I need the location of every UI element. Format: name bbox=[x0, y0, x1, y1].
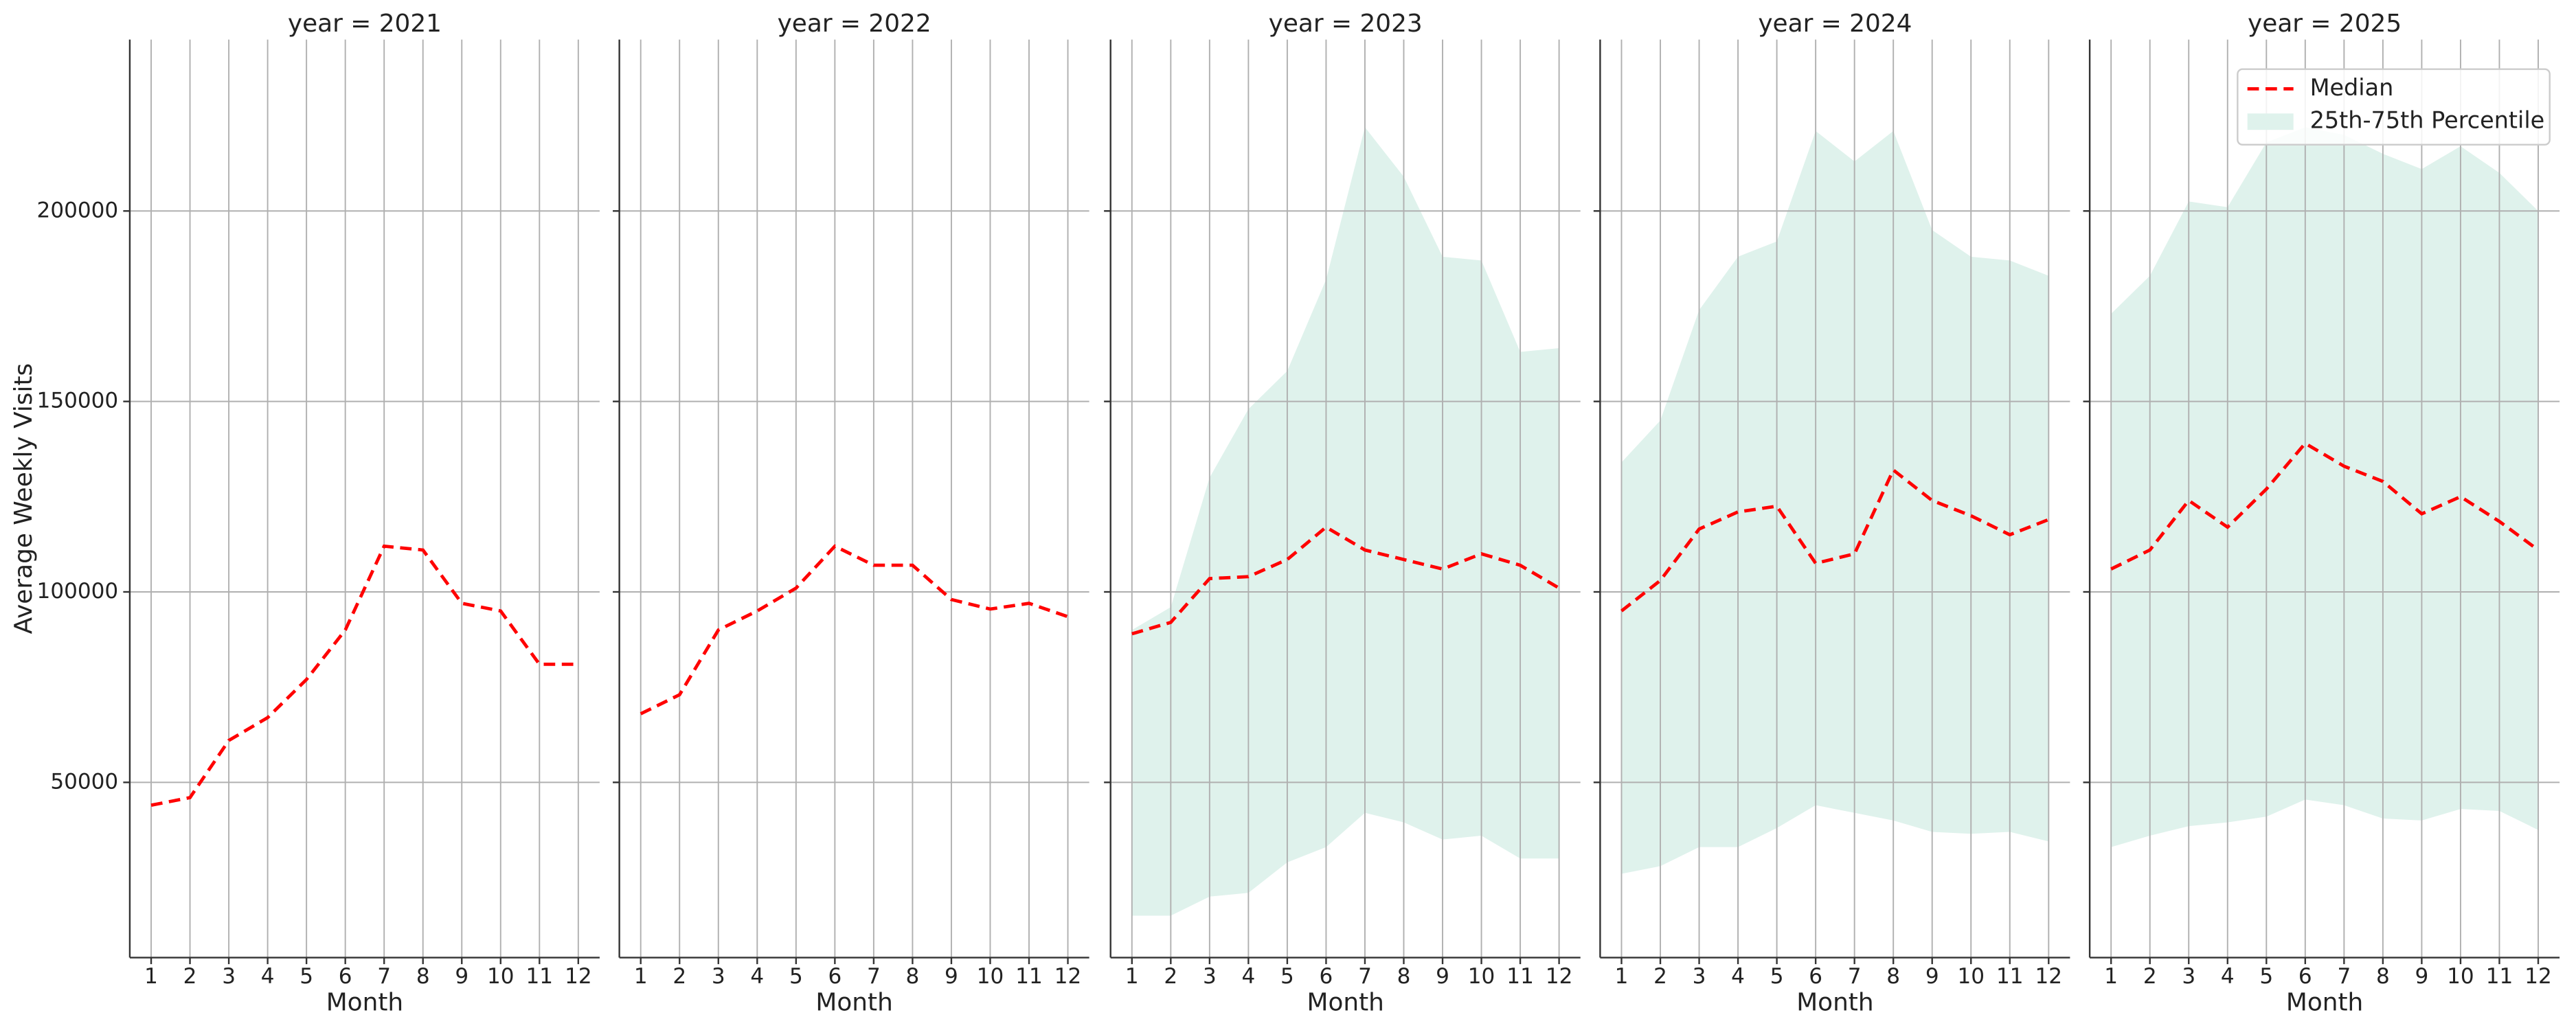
x-tick-label: 10 bbox=[977, 964, 1004, 989]
x-tick-label: 1 bbox=[2104, 964, 2118, 989]
x-tick-label: 10 bbox=[2447, 964, 2474, 989]
y-tick-label: 100000 bbox=[37, 579, 119, 604]
x-tick-label: 10 bbox=[1957, 964, 1985, 989]
legend-box bbox=[2237, 68, 2551, 146]
x-tick-label: 3 bbox=[222, 964, 236, 989]
panel-title: year = 2023 bbox=[1269, 10, 1423, 38]
y-tick-label: 200000 bbox=[37, 198, 119, 222]
x-tick-label: 5 bbox=[300, 964, 313, 989]
x-tick-label: 9 bbox=[2415, 964, 2429, 989]
panel-title: year = 2021 bbox=[288, 10, 442, 38]
x-tick-label: 12 bbox=[565, 964, 592, 989]
x-tick-label: 3 bbox=[712, 964, 725, 989]
x-tick-label: 1 bbox=[634, 964, 648, 989]
x-tick-label: 1 bbox=[1615, 964, 1629, 989]
x-tick-label: 6 bbox=[1320, 964, 1333, 989]
panel-title: year = 2025 bbox=[2248, 10, 2402, 38]
legend-label: Median bbox=[2310, 74, 2394, 101]
x-tick-label: 3 bbox=[1203, 964, 1217, 989]
x-tick-label: 2 bbox=[2143, 964, 2157, 989]
x-tick-label: 7 bbox=[1848, 964, 1862, 989]
x-tick-label: 2 bbox=[1164, 964, 1177, 989]
percentile-band bbox=[2111, 127, 2538, 847]
median-line bbox=[150, 544, 578, 807]
x-tick-label: 8 bbox=[906, 964, 920, 989]
x-axis-label: Month bbox=[1307, 988, 1384, 1016]
x-tick-label: 8 bbox=[2376, 964, 2390, 989]
legend-label: 25th-75th Percentile bbox=[2310, 107, 2545, 134]
x-axis-label: Month bbox=[2286, 988, 2363, 1016]
x-tick-label: 6 bbox=[339, 964, 352, 989]
x-tick-label: 9 bbox=[1925, 964, 1939, 989]
x-tick-label: 4 bbox=[1731, 964, 1745, 989]
x-tick-label: 2 bbox=[183, 964, 197, 989]
percentile-band bbox=[1621, 130, 2049, 874]
x-tick-label: 12 bbox=[2524, 964, 2552, 989]
x-tick-label: 1 bbox=[144, 964, 158, 989]
x-tick-label: 12 bbox=[1054, 964, 1082, 989]
x-tick-label: 5 bbox=[1280, 964, 1294, 989]
x-tick-label: 10 bbox=[487, 964, 515, 989]
x-tick-label: 11 bbox=[526, 964, 554, 989]
x-tick-label: 7 bbox=[2337, 964, 2351, 989]
x-tick-label: 7 bbox=[867, 964, 881, 989]
x-tick-label: 3 bbox=[1693, 964, 1706, 989]
x-tick-label: 7 bbox=[377, 964, 391, 989]
y-tick-label: 50000 bbox=[50, 769, 118, 794]
x-tick-label: 5 bbox=[2259, 964, 2273, 989]
x-tick-label: 5 bbox=[789, 964, 803, 989]
x-tick-label: 11 bbox=[1996, 964, 2024, 989]
x-tick-label: 2 bbox=[673, 964, 686, 989]
x-tick-label: 9 bbox=[945, 964, 958, 989]
percentile-band bbox=[1131, 127, 1559, 916]
x-tick-label: 4 bbox=[750, 964, 764, 989]
x-tick-label: 12 bbox=[2035, 964, 2063, 989]
x-tick-label: 4 bbox=[2221, 964, 2235, 989]
median-line bbox=[1131, 525, 1560, 636]
x-tick-label: 5 bbox=[1770, 964, 1784, 989]
x-tick-label: 3 bbox=[2182, 964, 2195, 989]
x-tick-label: 11 bbox=[1506, 964, 1534, 989]
median-line bbox=[2110, 441, 2540, 571]
x-tick-label: 4 bbox=[261, 964, 275, 989]
x-tick-label: 11 bbox=[1015, 964, 1043, 989]
x-tick-label: 11 bbox=[2486, 964, 2513, 989]
x-tick-label: 6 bbox=[828, 964, 841, 989]
x-tick-label: 8 bbox=[1886, 964, 1900, 989]
panel-title: year = 2024 bbox=[1758, 10, 1912, 38]
x-axis-label: Month bbox=[815, 988, 892, 1016]
median-line bbox=[1620, 467, 2050, 613]
x-tick-label: 10 bbox=[1468, 964, 1495, 989]
x-tick-label: 1 bbox=[1125, 964, 1139, 989]
x-tick-label: 8 bbox=[416, 964, 430, 989]
x-axis-label: Month bbox=[1796, 988, 1873, 1016]
x-tick-label: 6 bbox=[2298, 964, 2312, 989]
x-tick-label: 7 bbox=[1358, 964, 1372, 989]
x-tick-label: 9 bbox=[1436, 964, 1449, 989]
x-tick-label: 9 bbox=[455, 964, 468, 989]
y-tick-label: 150000 bbox=[37, 389, 119, 413]
legend-swatch bbox=[2247, 113, 2294, 130]
y-axis-label: Average Weekly Visits bbox=[10, 363, 38, 634]
panel-title: year = 2022 bbox=[778, 10, 931, 38]
median-line bbox=[640, 544, 1069, 716]
x-tick-label: 2 bbox=[1653, 964, 1667, 989]
x-tick-label: 6 bbox=[1809, 964, 1822, 989]
x-axis-label: Month bbox=[326, 988, 403, 1016]
x-tick-label: 8 bbox=[1397, 964, 1411, 989]
x-tick-label: 4 bbox=[1241, 964, 1255, 989]
x-tick-label: 12 bbox=[1546, 964, 1573, 989]
